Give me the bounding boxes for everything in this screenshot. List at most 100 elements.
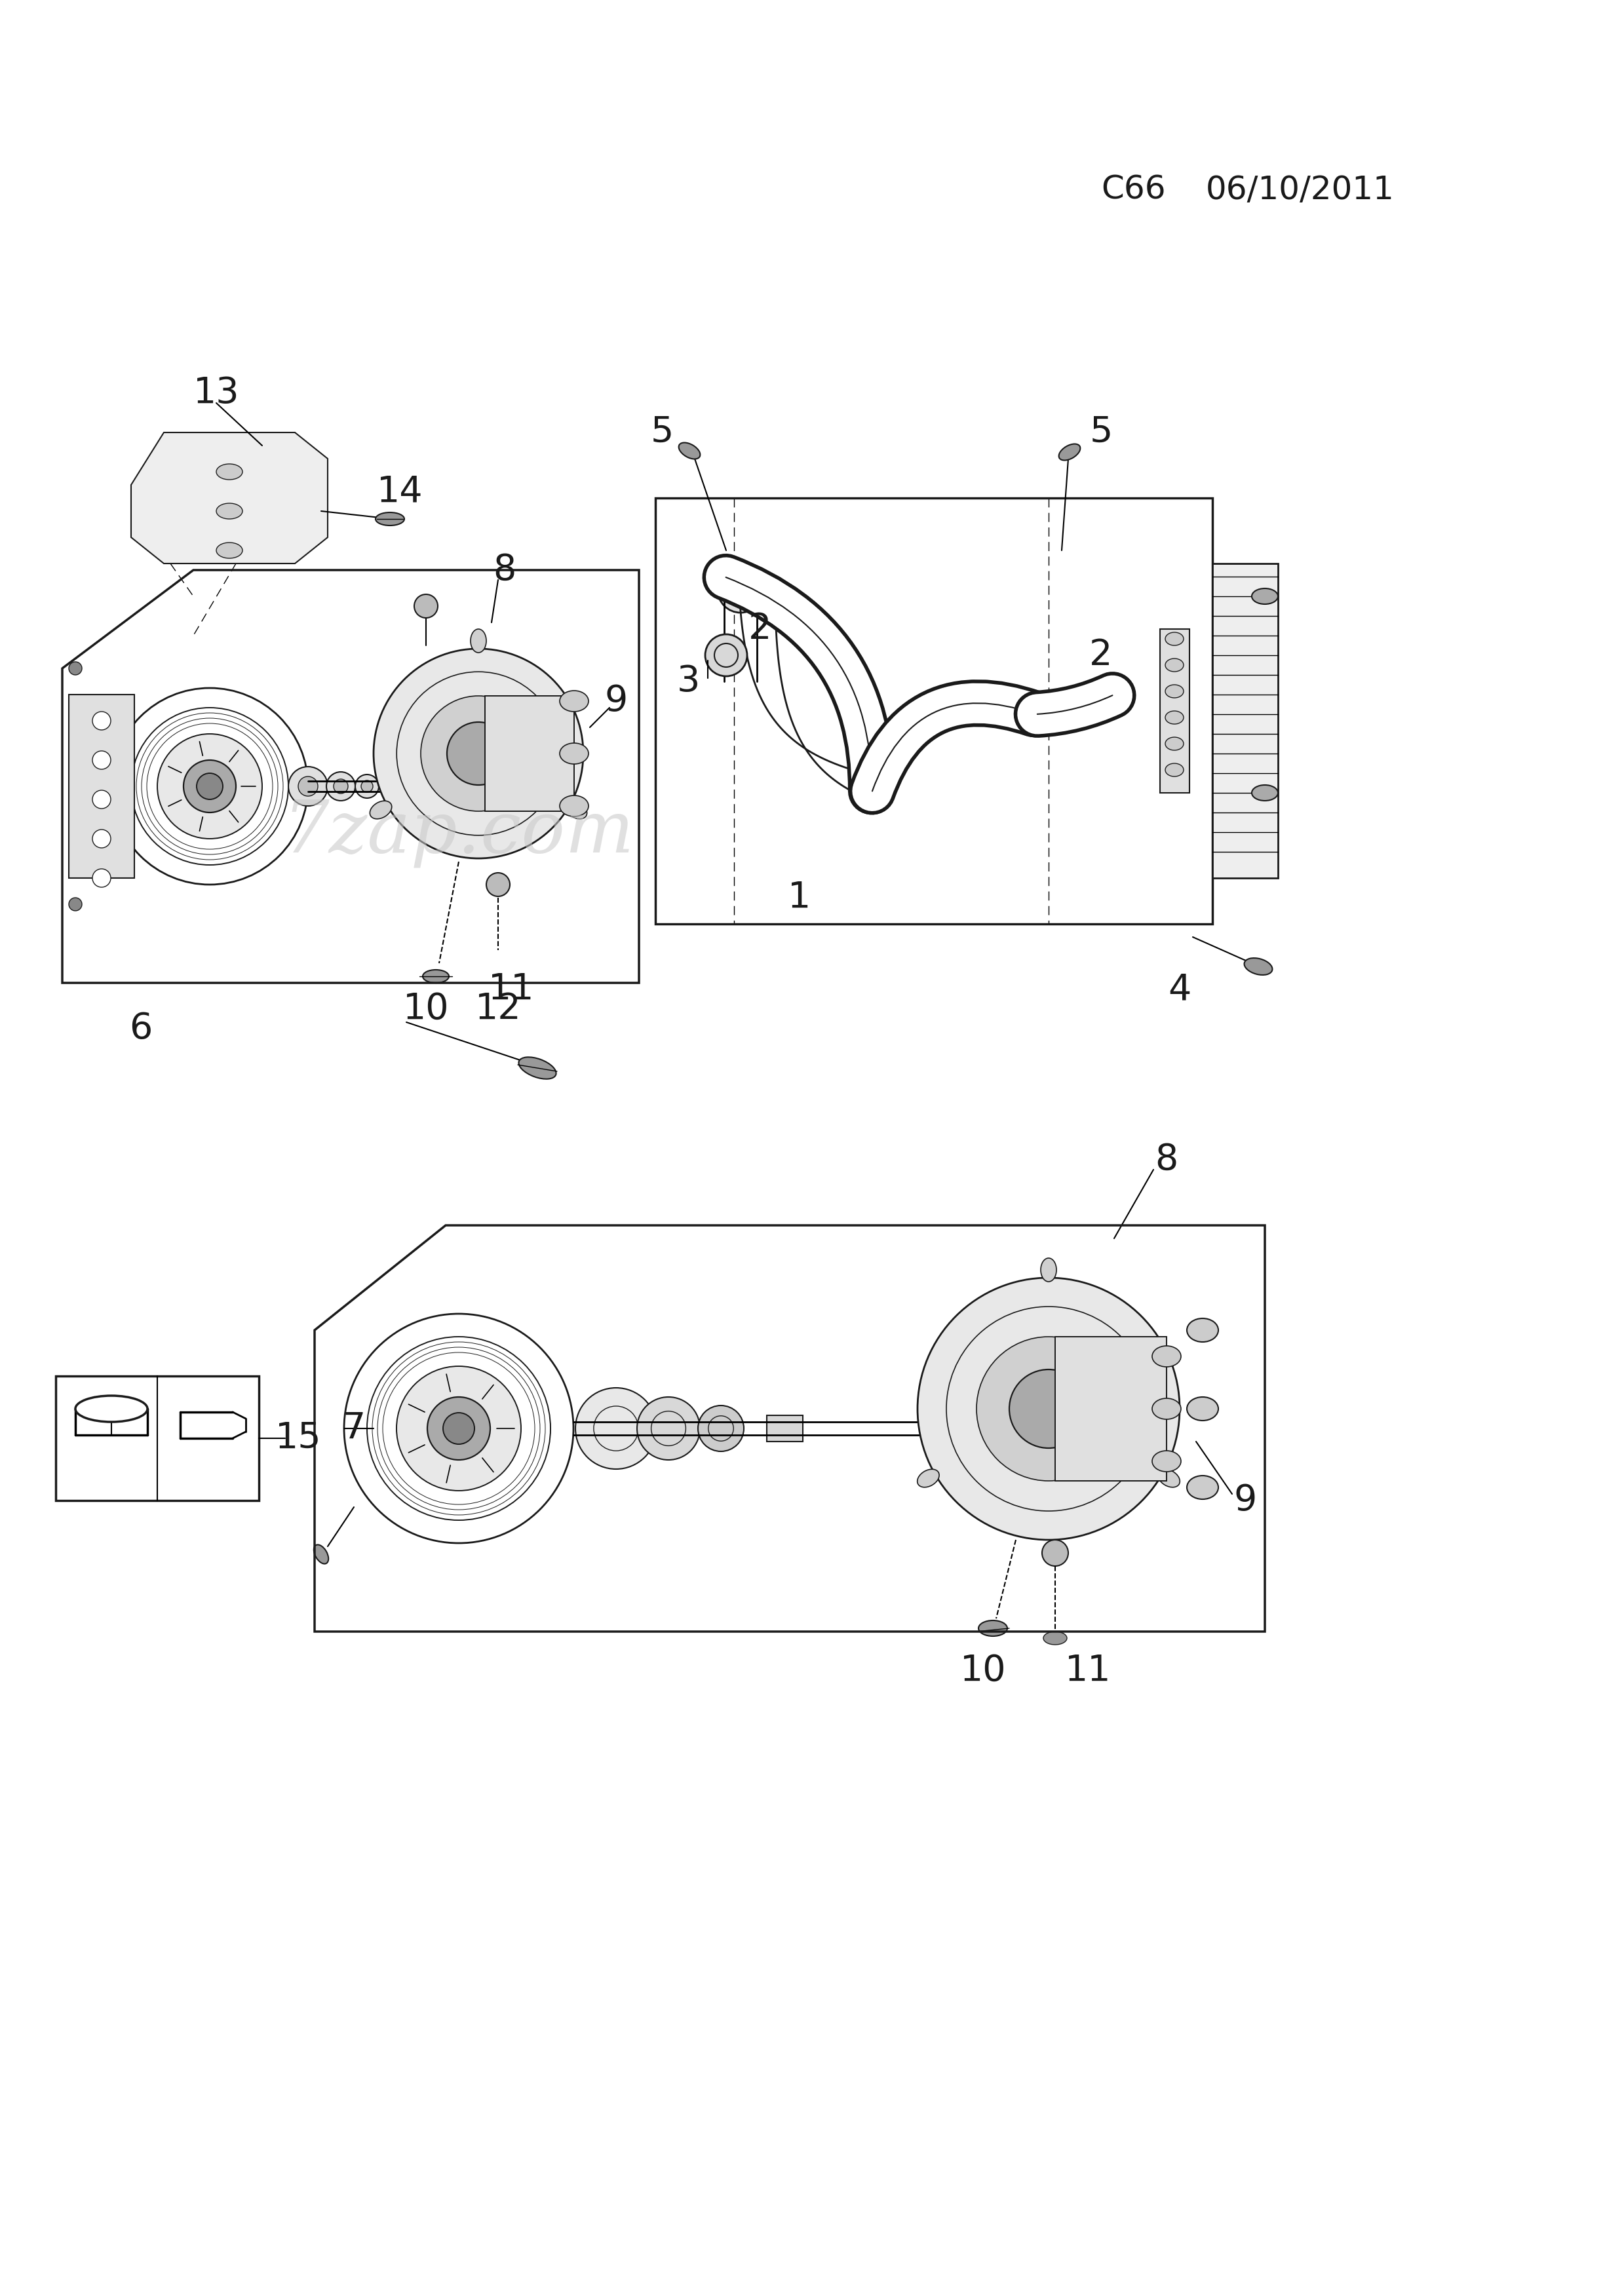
Ellipse shape bbox=[333, 778, 348, 794]
Ellipse shape bbox=[216, 464, 242, 480]
Text: 2: 2 bbox=[1090, 638, 1112, 673]
FancyBboxPatch shape bbox=[68, 696, 135, 877]
Ellipse shape bbox=[1244, 957, 1272, 976]
FancyBboxPatch shape bbox=[1160, 629, 1189, 792]
Ellipse shape bbox=[705, 634, 747, 677]
Text: 14: 14 bbox=[377, 473, 422, 510]
Text: 12: 12 bbox=[474, 992, 521, 1026]
Ellipse shape bbox=[518, 1056, 555, 1079]
Ellipse shape bbox=[1166, 737, 1184, 751]
Ellipse shape bbox=[93, 868, 110, 886]
Ellipse shape bbox=[1158, 1469, 1181, 1488]
Text: 2: 2 bbox=[749, 611, 771, 647]
Text: 3: 3 bbox=[677, 664, 700, 700]
Ellipse shape bbox=[447, 721, 510, 785]
Ellipse shape bbox=[197, 774, 222, 799]
Ellipse shape bbox=[1151, 1398, 1181, 1419]
Ellipse shape bbox=[1166, 659, 1184, 673]
Text: 11: 11 bbox=[489, 971, 534, 1008]
Ellipse shape bbox=[1151, 1345, 1181, 1366]
Ellipse shape bbox=[575, 1387, 656, 1469]
FancyBboxPatch shape bbox=[1213, 563, 1278, 877]
Ellipse shape bbox=[918, 1279, 1179, 1541]
Ellipse shape bbox=[1151, 1451, 1181, 1472]
Ellipse shape bbox=[344, 1313, 573, 1543]
Ellipse shape bbox=[68, 898, 81, 912]
Ellipse shape bbox=[112, 689, 309, 884]
Ellipse shape bbox=[918, 1469, 939, 1488]
Text: 7zap.com: 7zap.com bbox=[283, 797, 635, 868]
FancyBboxPatch shape bbox=[55, 1375, 258, 1502]
Ellipse shape bbox=[1187, 1318, 1218, 1341]
Text: 8: 8 bbox=[494, 553, 516, 588]
Ellipse shape bbox=[698, 1405, 744, 1451]
Text: 5: 5 bbox=[650, 416, 674, 450]
Ellipse shape bbox=[299, 776, 318, 797]
Text: 4: 4 bbox=[1168, 971, 1192, 1008]
Ellipse shape bbox=[560, 744, 588, 765]
Text: 15: 15 bbox=[274, 1421, 322, 1456]
Ellipse shape bbox=[184, 760, 235, 813]
Ellipse shape bbox=[375, 512, 404, 526]
FancyBboxPatch shape bbox=[1056, 1336, 1166, 1481]
Ellipse shape bbox=[1252, 785, 1278, 801]
Ellipse shape bbox=[443, 1412, 474, 1444]
Ellipse shape bbox=[1043, 1541, 1069, 1566]
Ellipse shape bbox=[1187, 1396, 1218, 1421]
Ellipse shape bbox=[361, 781, 374, 792]
Ellipse shape bbox=[560, 691, 588, 712]
Text: 9: 9 bbox=[604, 684, 627, 719]
Ellipse shape bbox=[1187, 1476, 1218, 1499]
Ellipse shape bbox=[486, 872, 510, 895]
Ellipse shape bbox=[565, 801, 586, 820]
Text: 6: 6 bbox=[130, 1010, 153, 1047]
Text: 13: 13 bbox=[193, 377, 239, 411]
Ellipse shape bbox=[289, 767, 328, 806]
Text: C66: C66 bbox=[1101, 174, 1166, 207]
Ellipse shape bbox=[679, 443, 700, 459]
Ellipse shape bbox=[976, 1336, 1121, 1481]
Ellipse shape bbox=[471, 629, 486, 652]
Ellipse shape bbox=[560, 794, 588, 817]
Ellipse shape bbox=[93, 751, 110, 769]
Text: 10: 10 bbox=[403, 992, 450, 1026]
Text: 8: 8 bbox=[1155, 1141, 1177, 1178]
Ellipse shape bbox=[370, 801, 391, 820]
Text: 7: 7 bbox=[343, 1410, 365, 1446]
Ellipse shape bbox=[216, 503, 242, 519]
Ellipse shape bbox=[1166, 712, 1184, 723]
Ellipse shape bbox=[414, 595, 438, 618]
Ellipse shape bbox=[396, 1366, 521, 1490]
Ellipse shape bbox=[93, 712, 110, 730]
Ellipse shape bbox=[422, 969, 448, 983]
Ellipse shape bbox=[93, 829, 110, 847]
Ellipse shape bbox=[1166, 684, 1184, 698]
Text: 11: 11 bbox=[1065, 1653, 1111, 1688]
Ellipse shape bbox=[313, 1545, 328, 1564]
Text: 9: 9 bbox=[1234, 1483, 1257, 1518]
Text: 5: 5 bbox=[1090, 416, 1112, 450]
Ellipse shape bbox=[1166, 631, 1184, 645]
Ellipse shape bbox=[979, 1621, 1007, 1637]
Ellipse shape bbox=[158, 735, 261, 838]
Ellipse shape bbox=[216, 542, 242, 558]
Ellipse shape bbox=[1166, 762, 1184, 776]
Ellipse shape bbox=[374, 650, 583, 859]
Ellipse shape bbox=[93, 790, 110, 808]
Text: 06/10/2011: 06/10/2011 bbox=[1207, 174, 1395, 207]
Ellipse shape bbox=[427, 1396, 490, 1460]
Polygon shape bbox=[132, 432, 328, 563]
Ellipse shape bbox=[68, 661, 81, 675]
Ellipse shape bbox=[356, 774, 378, 799]
Ellipse shape bbox=[1043, 1632, 1067, 1644]
FancyBboxPatch shape bbox=[486, 696, 575, 810]
Ellipse shape bbox=[1059, 443, 1080, 459]
Ellipse shape bbox=[326, 771, 356, 801]
Text: 1: 1 bbox=[788, 879, 810, 916]
Ellipse shape bbox=[1252, 588, 1278, 604]
Ellipse shape bbox=[718, 567, 763, 613]
Text: 10: 10 bbox=[960, 1653, 1007, 1688]
Ellipse shape bbox=[421, 696, 536, 810]
Ellipse shape bbox=[1009, 1368, 1088, 1449]
Ellipse shape bbox=[637, 1396, 700, 1460]
